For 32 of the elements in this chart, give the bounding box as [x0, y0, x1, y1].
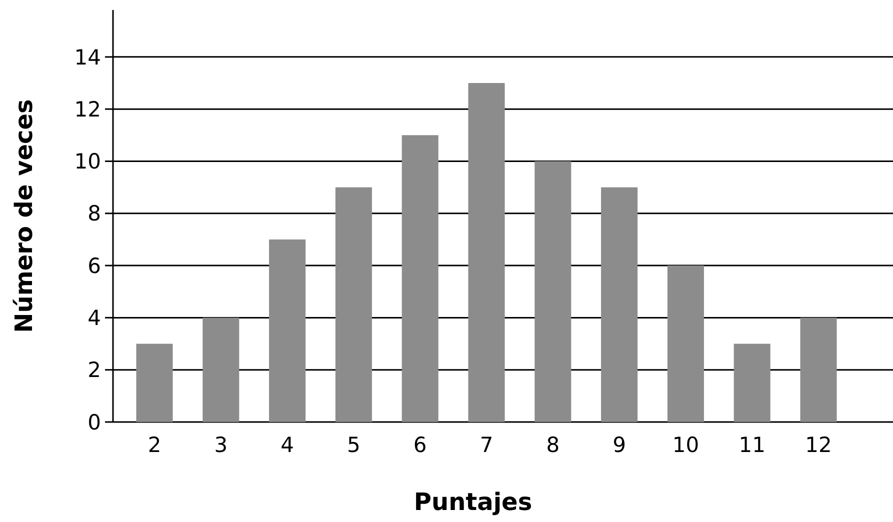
x-axis-title: Puntajes: [414, 488, 532, 516]
y-tick-label: 8: [88, 202, 101, 226]
x-tick-label: 11: [738, 433, 766, 457]
bar: [202, 318, 240, 422]
y-tick-label: 10: [74, 150, 101, 174]
bar: [402, 135, 438, 422]
bar: [601, 187, 638, 422]
y-tick-label: 4: [88, 306, 101, 330]
bar: [667, 266, 704, 422]
bar: [335, 187, 372, 422]
y-tick-label: 2: [88, 358, 101, 382]
x-tick-label: 10: [672, 433, 700, 457]
x-tick-label: 6: [413, 433, 427, 457]
bar: [468, 83, 505, 422]
y-tick-label: 6: [88, 254, 101, 278]
bar: [800, 318, 837, 422]
x-tick-label: 5: [347, 433, 360, 457]
bar: [734, 344, 770, 422]
x-tick-label: 2: [148, 433, 162, 457]
y-tick-label: 12: [74, 97, 101, 122]
y-axis-title: Número de veces: [10, 99, 38, 333]
x-tick-label: 9: [612, 433, 626, 457]
y-tick-label: 14: [74, 45, 101, 70]
x-tick-label: 4: [280, 433, 294, 457]
x-tick-label: 7: [480, 433, 494, 457]
bar: [136, 344, 173, 422]
x-tick-label: 8: [546, 433, 560, 457]
x-tick-label: 12: [805, 433, 832, 457]
bar: [269, 239, 306, 422]
x-tick-label: 3: [214, 433, 228, 457]
bar: [534, 161, 572, 422]
y-tick-label: 0: [88, 410, 101, 434]
